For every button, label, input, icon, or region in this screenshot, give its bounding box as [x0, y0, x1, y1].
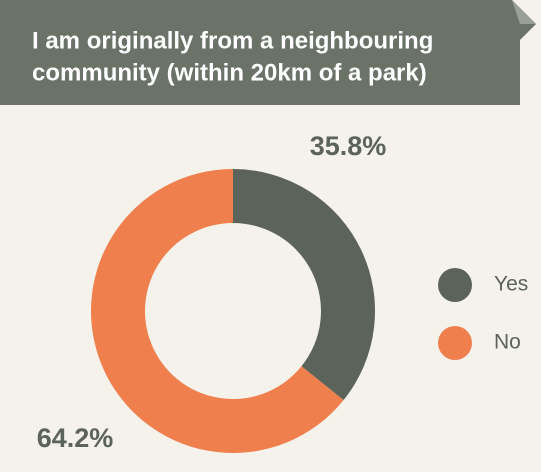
data-label: 35.8%	[310, 131, 387, 161]
legend-marker	[438, 268, 472, 302]
donut-slice	[233, 169, 375, 401]
legend-label: Yes	[494, 273, 528, 296]
title-banner	[0, 0, 536, 105]
legend-label: No	[494, 331, 521, 354]
chart-title: community (within 20km of a park)	[32, 59, 427, 86]
donut-slice	[91, 169, 344, 453]
data-label: 64.2%	[37, 423, 114, 453]
banner-fold	[512, 0, 536, 24]
chart-title: I am originally from a neighbouring	[32, 27, 433, 54]
legend-marker	[438, 326, 472, 360]
